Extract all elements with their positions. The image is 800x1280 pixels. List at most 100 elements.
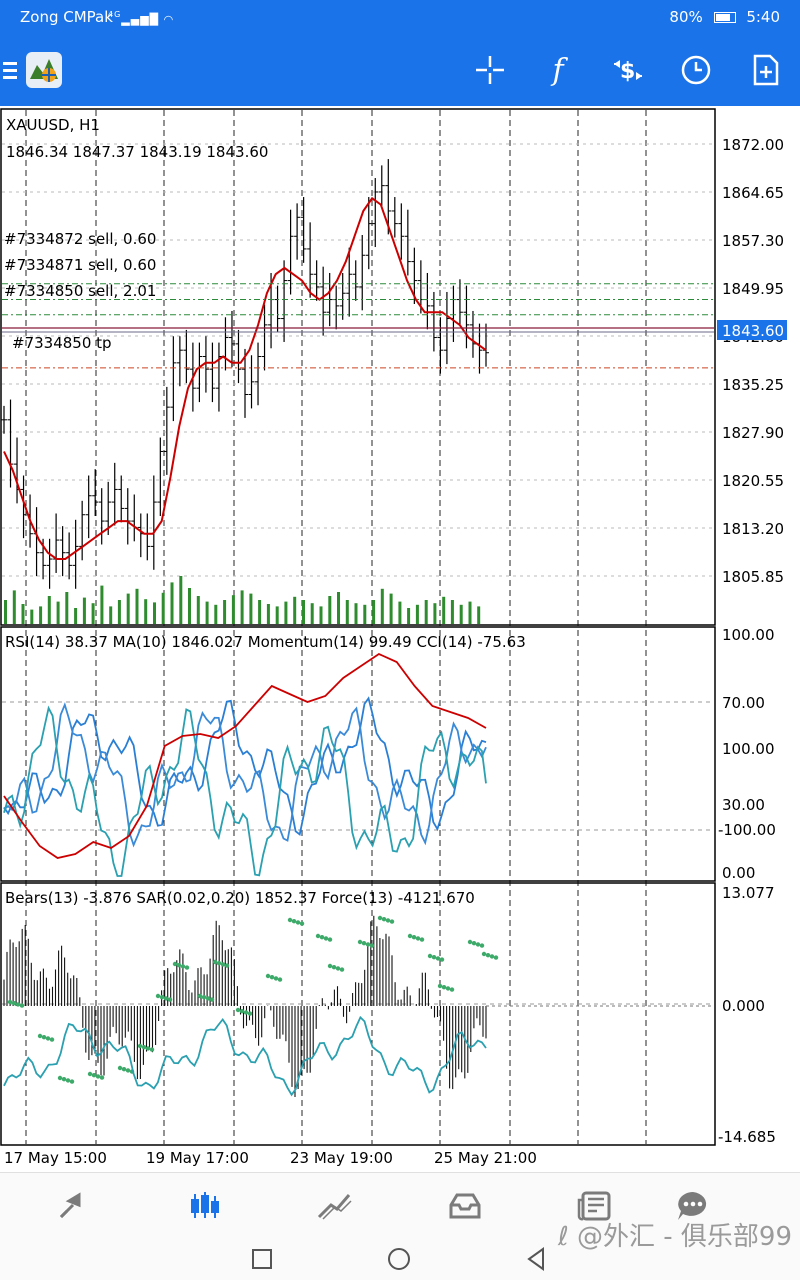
sar-dot (335, 966, 341, 971)
volume-bar (319, 606, 323, 624)
volume-bar (328, 596, 332, 624)
volume-bar (372, 600, 376, 624)
sar-dot (437, 983, 443, 989)
sar-dot (220, 962, 226, 967)
volume-bar (415, 604, 419, 624)
sar-dot (431, 955, 437, 960)
volume-bar (389, 593, 393, 624)
volume-bar (74, 608, 78, 624)
metatrader-logo-icon[interactable] (22, 48, 66, 92)
sar-dot (291, 919, 297, 924)
volume-bar (205, 601, 209, 624)
sar-dot (327, 937, 333, 942)
volume-bar (231, 595, 235, 624)
sar-dot (489, 954, 495, 959)
volume-bar (450, 600, 454, 624)
order-label-3[interactable]: #7334850 sell, 2.01 (4, 282, 156, 300)
ind1-tick: -100.00 (718, 821, 776, 839)
back-icon[interactable] (518, 1244, 554, 1274)
time-tick: 17 May 15:00 (4, 1149, 107, 1167)
time-tick: 23 May 19:00 (290, 1149, 393, 1167)
volume-bar (39, 606, 43, 624)
sar-dot (295, 920, 301, 925)
sar-dot (235, 1007, 241, 1013)
trade-tab-icon[interactable] (310, 1183, 360, 1229)
sar-dot (385, 918, 391, 923)
sar-dot (216, 961, 222, 966)
sar-dot (339, 967, 345, 972)
moving-average-line (3, 196, 487, 560)
sar-dot (471, 941, 477, 946)
volume-bar (21, 604, 25, 624)
price-tick: 1805.85 (722, 568, 784, 586)
indicators-icon[interactable]: f (552, 52, 564, 88)
sar-dot (269, 975, 275, 980)
sar-dot (184, 965, 190, 970)
sar-dot (439, 957, 445, 962)
order-label-2[interactable]: #7334871 sell, 0.60 (4, 256, 156, 274)
indicator2-title: Bears(13) -3.876 SAR(0.02,0.20) 1852.37 … (5, 889, 475, 907)
oscillator-line (3, 705, 487, 877)
recent-apps-icon[interactable] (244, 1244, 280, 1274)
sar-dot (137, 1043, 143, 1049)
sar-dot (299, 921, 305, 926)
sar-dot (61, 1077, 67, 1082)
price-tick: 1813.20 (722, 520, 784, 538)
sar-dot (121, 1067, 127, 1072)
sar-dot (327, 963, 333, 969)
volume-bar (249, 593, 253, 624)
sar-dot (493, 955, 499, 960)
sar-dot (381, 917, 387, 922)
ind1-tick: 70.00 (722, 694, 765, 712)
volume-bar (275, 606, 279, 624)
trade-icon[interactable]: $ (606, 48, 650, 92)
sar-dot (197, 993, 203, 999)
chart-area[interactable]: XAUUSD, H1 1846.34 1847.37 1843.19 1843.… (0, 106, 800, 1172)
sar-dot (411, 935, 417, 940)
volume-bar (424, 600, 428, 624)
volume-bar (12, 590, 16, 624)
sar-dot (435, 956, 441, 961)
carrier-name: Zong CMPak (20, 8, 113, 26)
network-signal-icon: 4G▂▄▆█ ◠ (108, 10, 175, 26)
volume-bar (345, 600, 349, 624)
sar-dot (167, 997, 173, 1002)
status-right: 80% 5:40 (669, 8, 780, 26)
quotes-icon[interactable] (50, 1183, 100, 1229)
sar-dot (481, 951, 487, 957)
price-tick: 1820.55 (722, 472, 784, 490)
price-axis: 1872.00 1864.65 1857.30 1849.95 1842.60 … (722, 136, 784, 586)
sar-dot (209, 997, 215, 1002)
sar-dot (389, 919, 395, 924)
sar-dot (125, 1068, 131, 1073)
menu-icon[interactable] (0, 48, 20, 92)
chart-toolbar: f $ (0, 34, 800, 106)
crosshair-icon[interactable] (468, 48, 512, 92)
home-icon[interactable] (381, 1244, 417, 1274)
timeframe-clock-icon[interactable] (674, 48, 718, 92)
status-bar: Zong CMPak 4G▂▄▆█ ◠ 80% 5:40 (0, 0, 800, 34)
new-order-icon[interactable] (744, 48, 788, 92)
chat-icon[interactable] (668, 1183, 718, 1229)
chart-canvas[interactable]: XAUUSD, H1 1846.34 1847.37 1843.19 1843.… (0, 106, 800, 1172)
history-inbox-icon[interactable] (440, 1183, 490, 1229)
sar-dot (65, 1078, 71, 1083)
volume-bar (223, 600, 227, 624)
volume-bar (4, 600, 7, 624)
volume-bars (4, 576, 481, 624)
volume-bar (407, 608, 411, 624)
battery-icon (713, 12, 736, 23)
order-lines (2, 283, 714, 369)
price-tick: 1849.95 (722, 280, 784, 298)
sar-dot (357, 939, 363, 945)
tp-label[interactable]: #7334850 tp (12, 334, 112, 352)
chart-tab-icon[interactable] (180, 1183, 230, 1229)
order-label-1[interactable]: #7334872 sell, 0.60 (4, 230, 156, 248)
news-icon[interactable] (570, 1183, 620, 1229)
sar-dot (41, 1035, 47, 1040)
sar-dot (467, 939, 473, 945)
volume-bar (47, 596, 51, 624)
sar-dot (201, 995, 207, 1000)
indicator1-lines (3, 652, 487, 877)
sar-dot (323, 936, 329, 941)
